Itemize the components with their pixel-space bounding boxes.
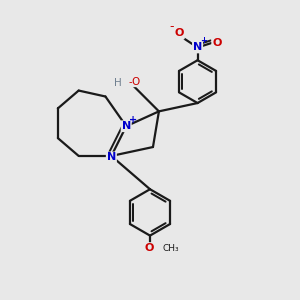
Text: N: N	[107, 152, 116, 162]
Text: +: +	[129, 115, 137, 125]
Text: N: N	[193, 43, 202, 52]
Text: CH₃: CH₃	[163, 244, 179, 253]
Text: H: H	[114, 77, 122, 88]
Text: O: O	[212, 38, 222, 48]
Text: N: N	[122, 121, 131, 131]
Text: O: O	[145, 243, 154, 253]
Text: -: -	[169, 20, 174, 33]
Text: O: O	[174, 28, 184, 38]
Text: -O: -O	[128, 76, 140, 87]
Text: +: +	[201, 36, 208, 45]
